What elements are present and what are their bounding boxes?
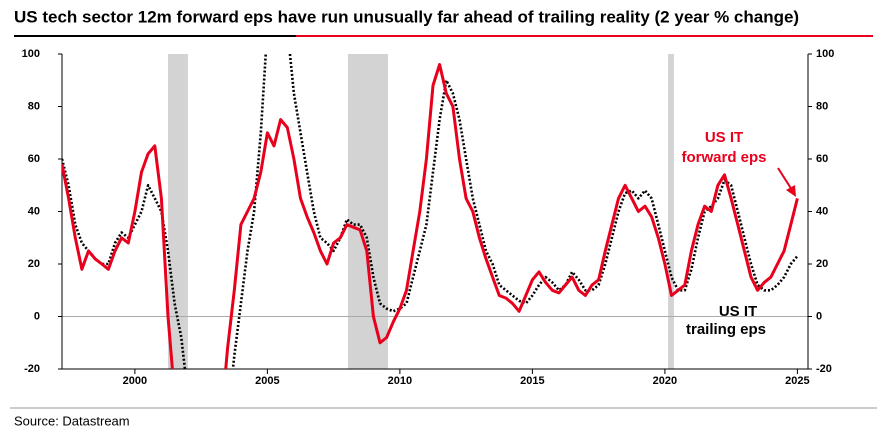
- series-annotation: US IT: [705, 129, 743, 146]
- y-tick-label: 20: [28, 258, 40, 270]
- y2-tick-label: 20: [816, 258, 828, 270]
- x-tick-label: 2025: [785, 375, 809, 387]
- y-tick-label: 40: [28, 205, 40, 217]
- plot-area: -20 0 20 40 60 80 100 -20 0 20 40 60 80 100 2000 2005 20…: [22, 48, 835, 387]
- y-tick-label: 80: [28, 100, 40, 112]
- series-annotation: US IT: [719, 303, 757, 320]
- chart-title: US tech sector 12m forward eps have run …: [14, 7, 799, 26]
- recession-band: [347, 54, 388, 369]
- y-tick-label: 60: [28, 153, 40, 165]
- y2-tick-label: 0: [816, 310, 822, 322]
- recession-band: [168, 54, 188, 369]
- y-tick-label: 0: [34, 310, 40, 322]
- recession-band: [668, 54, 674, 369]
- series-line: [62, 63, 799, 369]
- series-group: [62, 54, 799, 369]
- y2-tick-label: 80: [816, 100, 828, 112]
- y-tick-label: 100: [22, 48, 40, 60]
- annotation-arrowhead: [786, 185, 796, 197]
- x-tick-label: 2020: [653, 375, 677, 387]
- y2-tick-label: 100: [816, 48, 834, 60]
- annotation-arrow: [777, 167, 793, 191]
- x-tick-label: 2005: [255, 375, 279, 387]
- y2-tick-label: 40: [816, 205, 828, 217]
- y2-tick-label: -20: [816, 363, 832, 375]
- series-annotation: trailing eps: [686, 321, 766, 338]
- source: Source: Datastream: [14, 413, 130, 428]
- y2-tick-label: 60: [816, 153, 828, 165]
- x-tick-label: 2015: [520, 375, 544, 387]
- series-annotation: forward eps: [681, 149, 766, 166]
- y-tick-label: -20: [24, 363, 40, 375]
- x-tick-label: 2000: [123, 375, 147, 387]
- x-tick-label: 2010: [388, 375, 412, 387]
